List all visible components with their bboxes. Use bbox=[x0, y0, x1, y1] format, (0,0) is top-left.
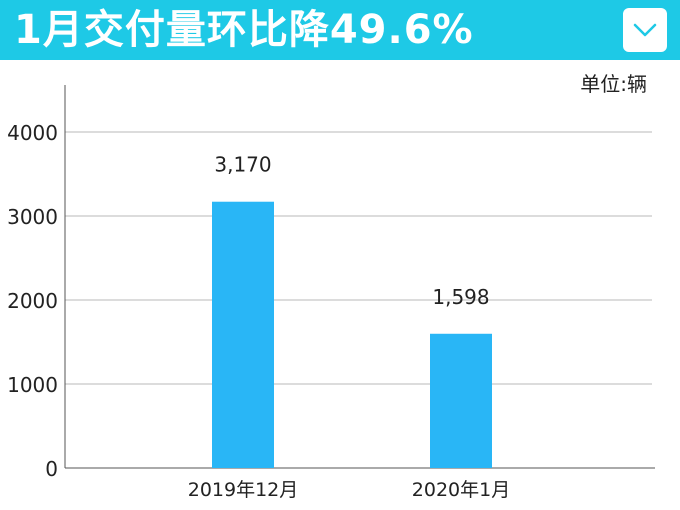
bar-0 bbox=[212, 201, 274, 468]
dropdown-button[interactable] bbox=[623, 8, 667, 52]
chevron-down-icon bbox=[633, 23, 657, 37]
bar-1 bbox=[430, 333, 492, 468]
y-tick-label-0: 0 bbox=[45, 457, 58, 481]
data-label-1: 1,598 bbox=[432, 285, 489, 309]
category-label-0: 2019年12月 bbox=[188, 479, 299, 501]
bars bbox=[212, 201, 492, 468]
category-label-1: 2020年1月 bbox=[412, 479, 510, 501]
y-tick-label-4000: 4000 bbox=[7, 121, 58, 145]
data-label-0: 3,170 bbox=[214, 153, 271, 177]
unit-label: 单位:辆 bbox=[580, 72, 647, 96]
category-labels: 2019年12月 2020年1月 bbox=[188, 479, 510, 501]
header-banner: 1月交付量环比降49.6% bbox=[0, 0, 680, 60]
data-labels: 3,170 1,598 bbox=[214, 153, 489, 309]
chart-title: 1月交付量环比降49.6% bbox=[14, 7, 474, 53]
y-tick-label-2000: 2000 bbox=[7, 289, 58, 313]
y-tick-label-3000: 3000 bbox=[7, 205, 58, 229]
gridlines bbox=[65, 131, 652, 385]
y-tick-label-1000: 1000 bbox=[7, 373, 58, 397]
y-tick-labels: 0 1000 2000 3000 4000 bbox=[7, 121, 58, 481]
